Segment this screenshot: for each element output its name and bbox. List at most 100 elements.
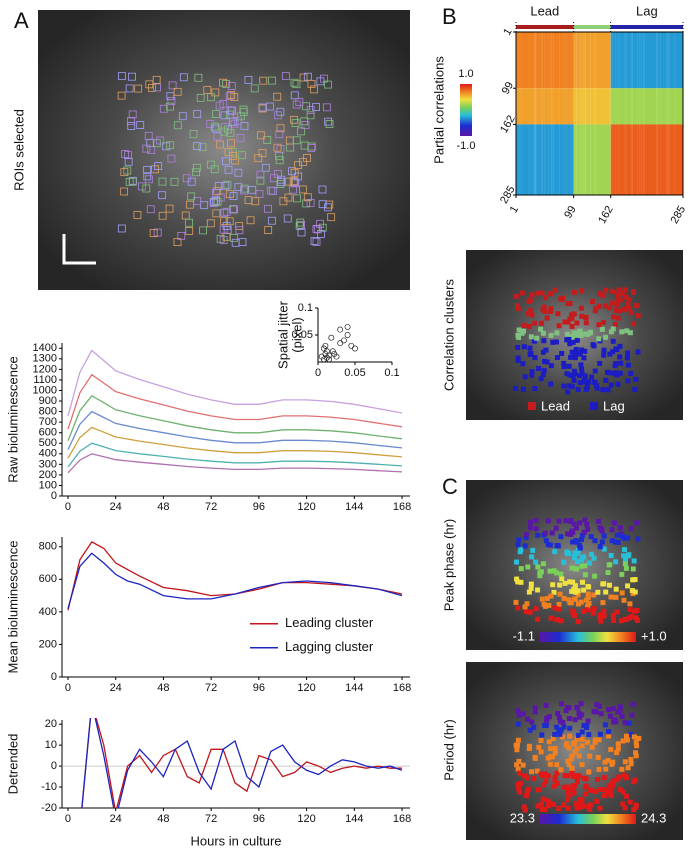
- roi-square: [166, 141, 175, 150]
- roi-square: [307, 142, 316, 151]
- roi-square: [596, 766, 602, 772]
- roi-square: [547, 568, 553, 574]
- x-tick-label: 120: [297, 501, 315, 513]
- roi-square: [120, 187, 129, 196]
- roi-square: [608, 746, 614, 752]
- y-tick-label: 1300: [33, 353, 57, 365]
- roi-square: [542, 722, 548, 728]
- roi-square: [606, 782, 612, 788]
- roi-square: [570, 539, 576, 545]
- roi-square: [619, 766, 625, 772]
- roi-square: [316, 77, 325, 86]
- roi-square: [193, 110, 202, 118]
- roi-square: [246, 216, 255, 225]
- roi-square: [258, 149, 267, 157]
- roi-square: [635, 536, 641, 542]
- roi-square: [596, 303, 602, 309]
- roi-square: [579, 288, 585, 294]
- roi-square: [588, 534, 594, 540]
- roi-square: [586, 560, 592, 566]
- roi-square: [545, 803, 551, 809]
- roi-square: [571, 377, 577, 383]
- roi-square: [185, 218, 194, 227]
- roi-square: [635, 313, 641, 319]
- roi-square: [519, 330, 525, 336]
- roi-square: [575, 386, 581, 392]
- series-line: [67, 349, 403, 417]
- roi-square: [224, 147, 233, 156]
- roi-square: [256, 176, 265, 185]
- roi-square: [617, 297, 623, 303]
- roi-square: [615, 777, 621, 783]
- roi-square: [244, 75, 253, 84]
- x-tick-label: 0.05: [344, 367, 365, 379]
- roi-square: [613, 559, 619, 565]
- roi-square: [565, 773, 571, 779]
- roi-square: [559, 296, 565, 302]
- roi-square: [615, 297, 621, 303]
- roi-square: [573, 525, 579, 531]
- roi-square: [532, 320, 538, 326]
- roi-square: [166, 92, 175, 101]
- color-scale: [540, 814, 636, 824]
- roi-square: [117, 91, 126, 100]
- roi-square: [575, 618, 581, 624]
- roi-square: [601, 793, 607, 799]
- roi-square: [574, 779, 580, 785]
- roi-square: [538, 376, 544, 382]
- roi-square: [565, 805, 571, 811]
- roi-square: [297, 228, 306, 237]
- roi-square: [559, 350, 565, 356]
- x-tick-label: 0: [65, 501, 71, 513]
- roi-square: [219, 236, 228, 244]
- roi-square: [552, 605, 558, 611]
- roi-square: [592, 573, 598, 579]
- roi-square: [564, 331, 570, 337]
- roi-square: [255, 190, 264, 198]
- roi-square: [289, 185, 297, 194]
- roi-square: [582, 348, 588, 354]
- roi-square: [585, 379, 591, 385]
- roi-square: [529, 372, 535, 378]
- roi-square: [571, 289, 577, 295]
- roi-square: [548, 306, 554, 312]
- roi-square: [594, 798, 600, 804]
- roi-square: [533, 526, 539, 532]
- roi-square: [268, 216, 276, 225]
- roi-square: [264, 226, 273, 234]
- roi-square: [619, 534, 625, 540]
- roi-square: [210, 122, 219, 131]
- roi-square: [619, 590, 625, 596]
- roi-square: [558, 618, 564, 624]
- image-label: Period (hr): [441, 719, 456, 780]
- roi-square: [575, 732, 581, 738]
- heatmap-frame: [515, 31, 684, 196]
- roi-square: [621, 553, 627, 559]
- roi-square: [514, 559, 520, 565]
- roi-square: [561, 595, 567, 601]
- roi-square: [555, 311, 561, 317]
- roi-square: [554, 724, 560, 730]
- roi-square: [629, 712, 635, 718]
- roi-square: [166, 102, 174, 111]
- roi-square: [535, 290, 541, 296]
- scatter-point: [352, 345, 358, 352]
- roi-square: [625, 583, 631, 589]
- roi-square: [554, 570, 560, 576]
- roi-square: [591, 343, 597, 349]
- roi-square: [615, 741, 621, 747]
- roi-square: [532, 705, 538, 711]
- y-tick-label: 99: [500, 80, 517, 97]
- roi-square: [552, 731, 558, 737]
- roi-square: [578, 333, 584, 339]
- roi-square: [222, 207, 231, 216]
- roi-square: [550, 339, 556, 345]
- axis-label: Raw bioluminescence: [5, 356, 20, 482]
- roi-square: [633, 615, 639, 621]
- x-tick-label: 285: [669, 204, 689, 226]
- roi-square: [120, 168, 129, 177]
- roi-square: [577, 380, 583, 386]
- roi-square: [617, 704, 623, 710]
- roi-square: [312, 237, 321, 246]
- roi-square: [324, 117, 333, 126]
